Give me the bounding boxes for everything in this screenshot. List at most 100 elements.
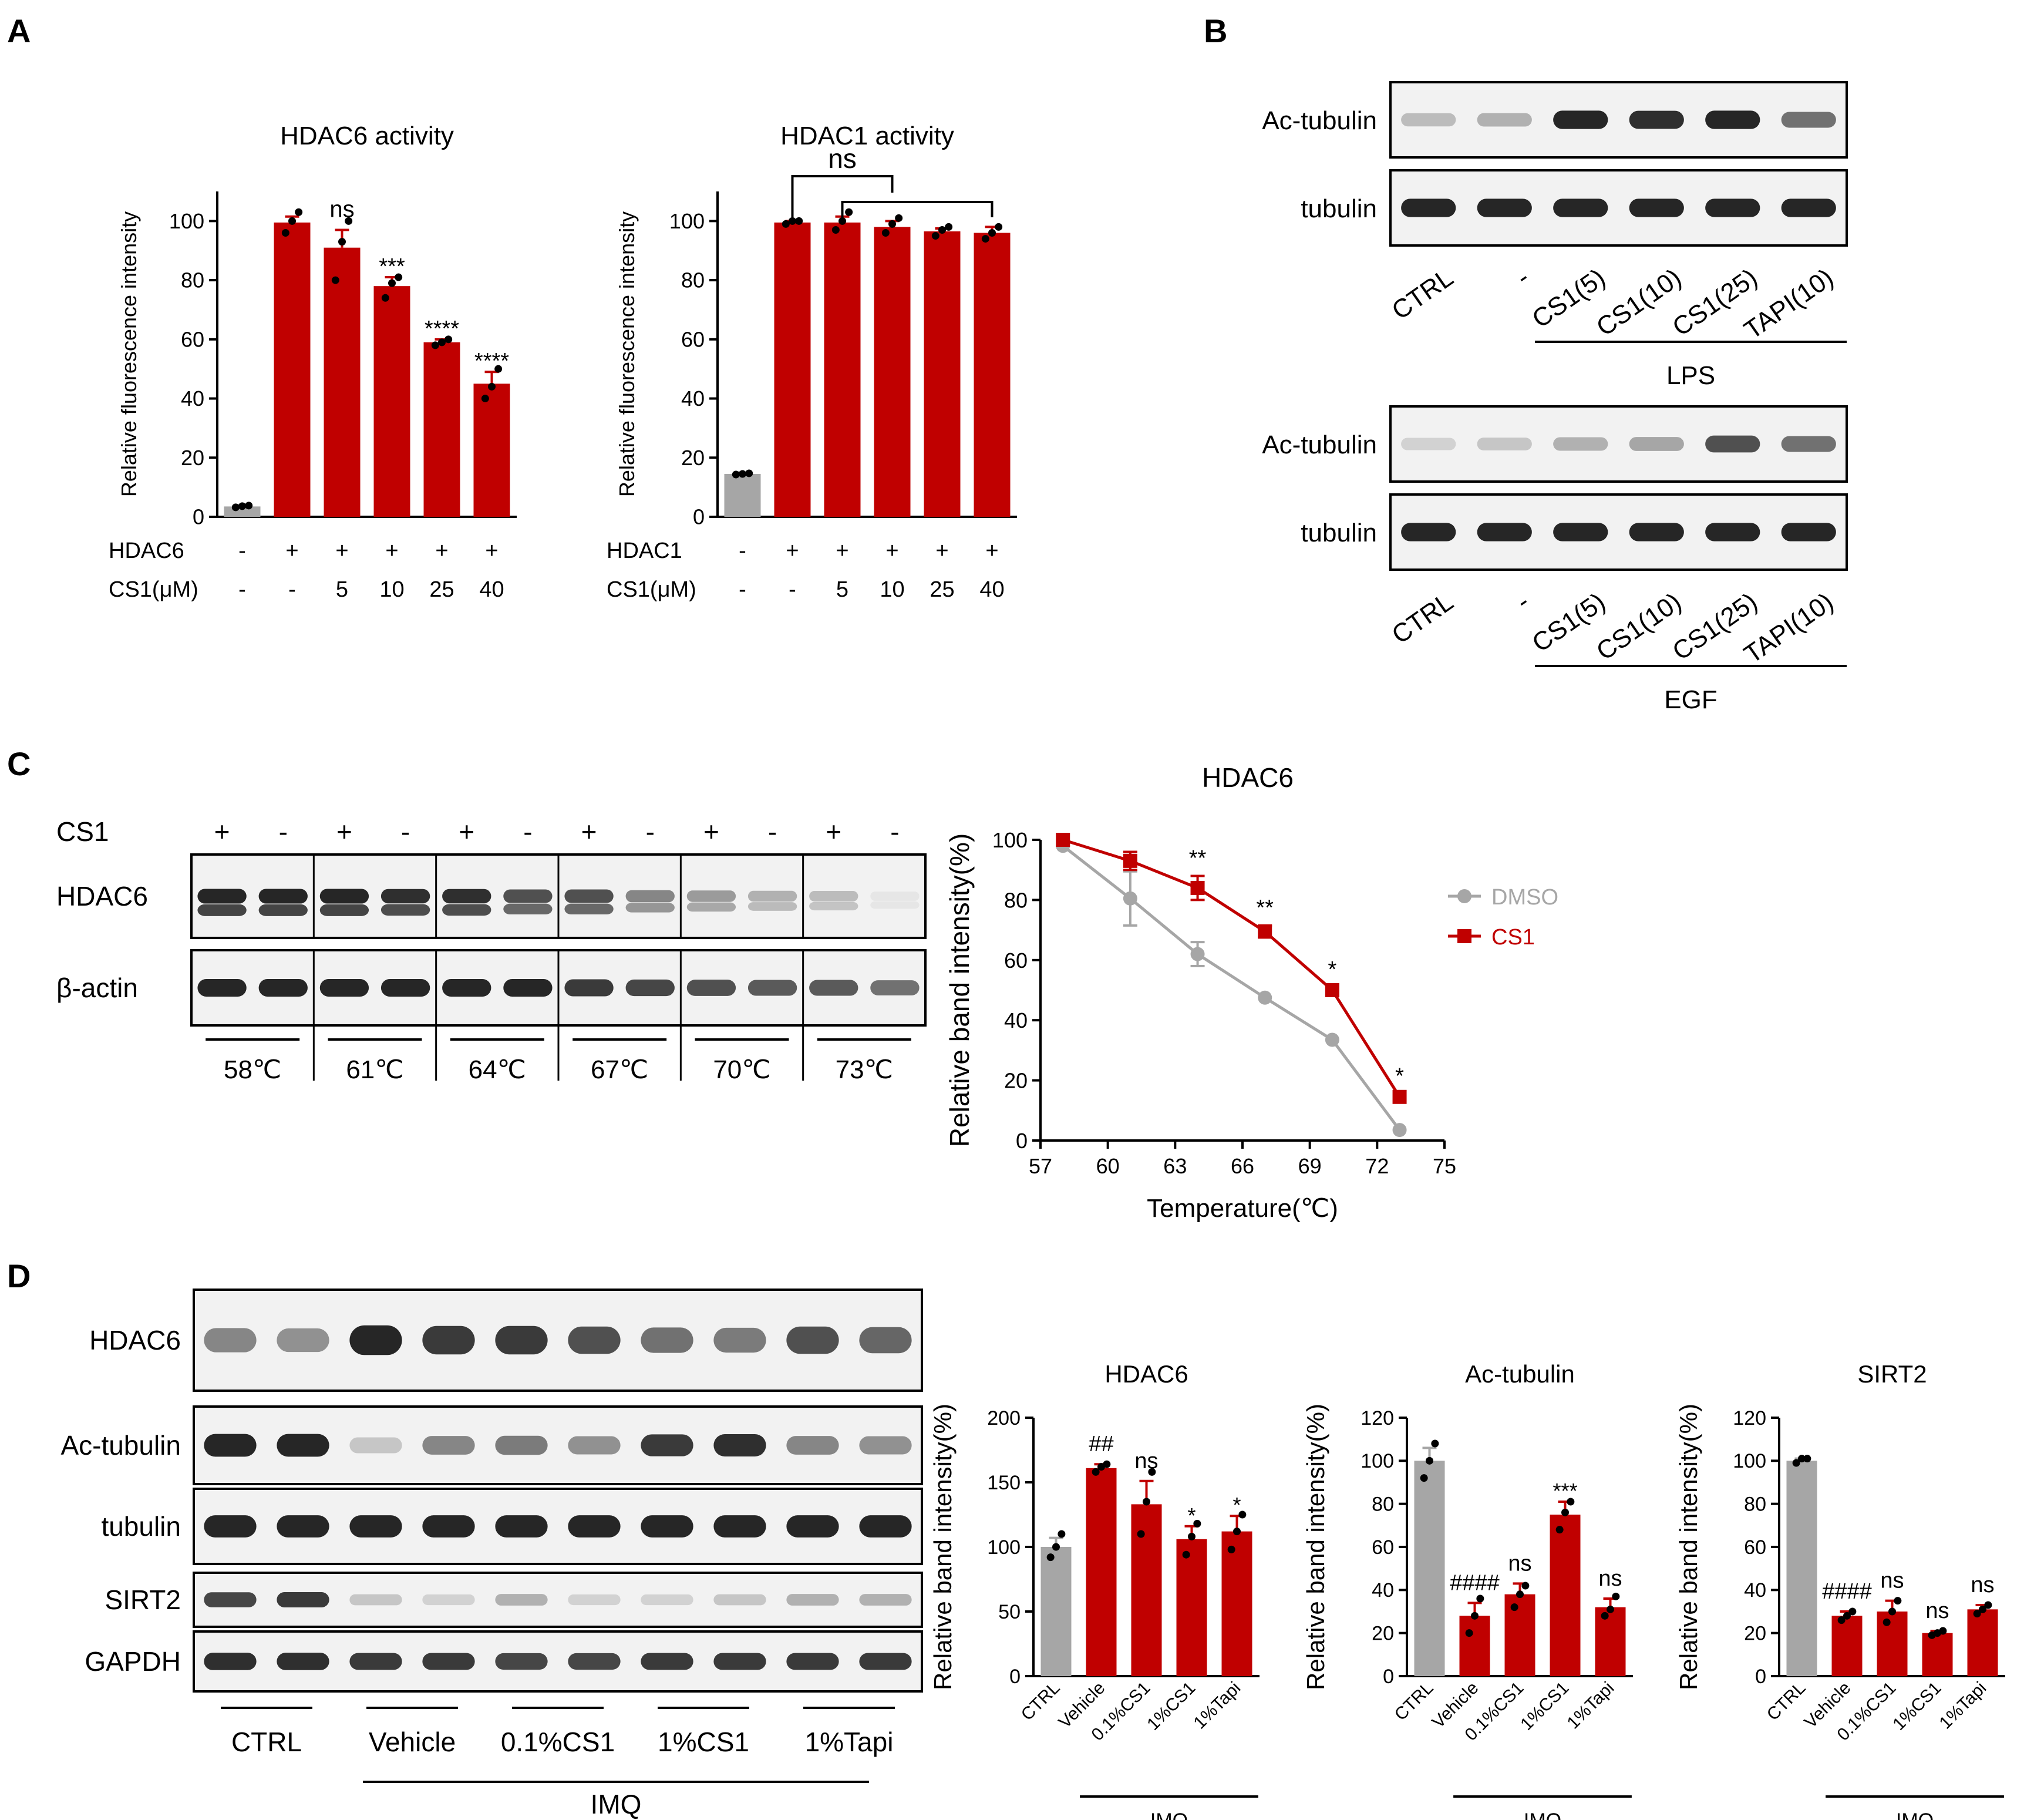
data-point (1848, 1607, 1857, 1616)
band (641, 1327, 693, 1353)
significance-label: ns (1880, 1569, 1904, 1593)
cetsa-melt-curve-chart: HDAC6 0 20 40 60 80 100 57 60 63 66 69 72 75 Temperatu… (944, 762, 1558, 1223)
bar (473, 383, 510, 517)
band (568, 1653, 621, 1670)
condition-row-label: HDAC1 (607, 539, 682, 563)
data-point (1476, 1594, 1484, 1603)
group-label: 1%CS1 (658, 1727, 749, 1757)
data-point (831, 226, 840, 234)
y-tick-label: 80 (681, 268, 705, 292)
legend-label: CS1 (1491, 925, 1535, 950)
band (870, 980, 920, 995)
blot-row-label: GAPDH (85, 1646, 181, 1677)
significance-label: ns (1598, 1566, 1622, 1591)
band (747, 902, 797, 911)
band (686, 902, 736, 912)
data-point (1188, 1532, 1196, 1540)
chart-title: HDAC6 (1104, 1360, 1188, 1388)
data-point (1046, 1553, 1055, 1562)
y-tick-label: 100 (169, 209, 204, 233)
band (747, 890, 797, 902)
group-label: IMQ (1150, 1809, 1188, 1820)
band (204, 1653, 257, 1670)
lane-sign: - (523, 816, 532, 847)
band (1477, 113, 1532, 127)
chart-title: HDAC6 activity (280, 122, 454, 150)
condition-value: - (739, 539, 746, 563)
y-axis-label: Relative band intensity(%) (944, 833, 975, 1147)
lane-sign: + (459, 816, 474, 847)
blot-row-tubulin-frame (1389, 493, 1848, 571)
data-point (1601, 1612, 1609, 1620)
panel-letter-a: A (7, 12, 31, 49)
legend-label: DMSO (1491, 885, 1558, 910)
data-point (1521, 1582, 1530, 1590)
significance-label: **** (425, 317, 459, 341)
data-point (381, 294, 389, 302)
bar (774, 222, 811, 517)
data-point (845, 208, 853, 216)
y-tick-label: 0 (1009, 1666, 1021, 1688)
significance-label: ns (1925, 1599, 1949, 1623)
data-point (745, 469, 753, 477)
y-tick-label: 200 (987, 1407, 1021, 1429)
lane-sign: - (401, 816, 410, 847)
data-point (1973, 1610, 1981, 1618)
lane-sign: - (646, 816, 655, 847)
data-point (1561, 1508, 1569, 1516)
condition-row-label: CS1(μM) (109, 577, 198, 602)
band (641, 1434, 693, 1456)
band (442, 978, 491, 997)
treatment-label: LPS (1666, 361, 1715, 390)
hdac6-band-chart: HDAC6 0 50 100 150 200 Relative band intensity… (929, 1360, 1260, 1820)
data-point-dmso (1190, 947, 1205, 961)
band (503, 903, 553, 915)
significance-label: * (1232, 1493, 1241, 1517)
band (568, 1515, 621, 1538)
band (1781, 112, 1836, 128)
band (319, 889, 369, 904)
data-point (988, 229, 996, 237)
band (625, 903, 675, 913)
condition-value: + (385, 539, 398, 563)
condition-value: + (885, 539, 898, 563)
y-tick-label: 100 (669, 209, 705, 233)
band (349, 1653, 402, 1670)
band (1705, 199, 1760, 217)
data-point (1471, 1612, 1479, 1620)
band (349, 1437, 402, 1454)
blot-row-label: Ac-tubulin (60, 1430, 181, 1461)
condition-value: 10 (379, 577, 404, 602)
band (859, 1436, 912, 1455)
band (204, 1515, 257, 1538)
band (1477, 199, 1532, 217)
blot-row-label: SIRT2 (105, 1584, 181, 1615)
condition-value: - (739, 577, 746, 602)
band (786, 1515, 839, 1538)
band (422, 1436, 475, 1455)
band (1781, 523, 1836, 541)
data-point (331, 276, 339, 284)
y-tick-label: 150 (987, 1472, 1021, 1494)
bar (924, 231, 961, 517)
x-tick-label: 66 (1231, 1154, 1254, 1178)
condition-value: + (285, 539, 298, 563)
band (277, 1653, 329, 1670)
significance-bracket (791, 175, 894, 217)
y-tick-label: 100 (1733, 1450, 1766, 1472)
data-point (1843, 1612, 1851, 1620)
band (747, 980, 797, 996)
data-point (945, 223, 953, 231)
group-label: IMQ (1896, 1809, 1934, 1820)
band (713, 1653, 766, 1670)
chart-title: HDAC1 activity (780, 122, 954, 150)
data-point (938, 226, 946, 234)
hdac1-activity-chart: HDAC1 activity 0 20 40 60 80 100 Relative fluor… (607, 122, 1017, 602)
bar (1504, 1594, 1535, 1676)
group-label: CTRL (231, 1727, 302, 1757)
y-tick-label: 40 (1004, 1008, 1028, 1032)
bar (324, 247, 361, 517)
legend-marker (1457, 889, 1471, 903)
significance-label: ** (1189, 846, 1207, 870)
data-point (338, 238, 346, 246)
